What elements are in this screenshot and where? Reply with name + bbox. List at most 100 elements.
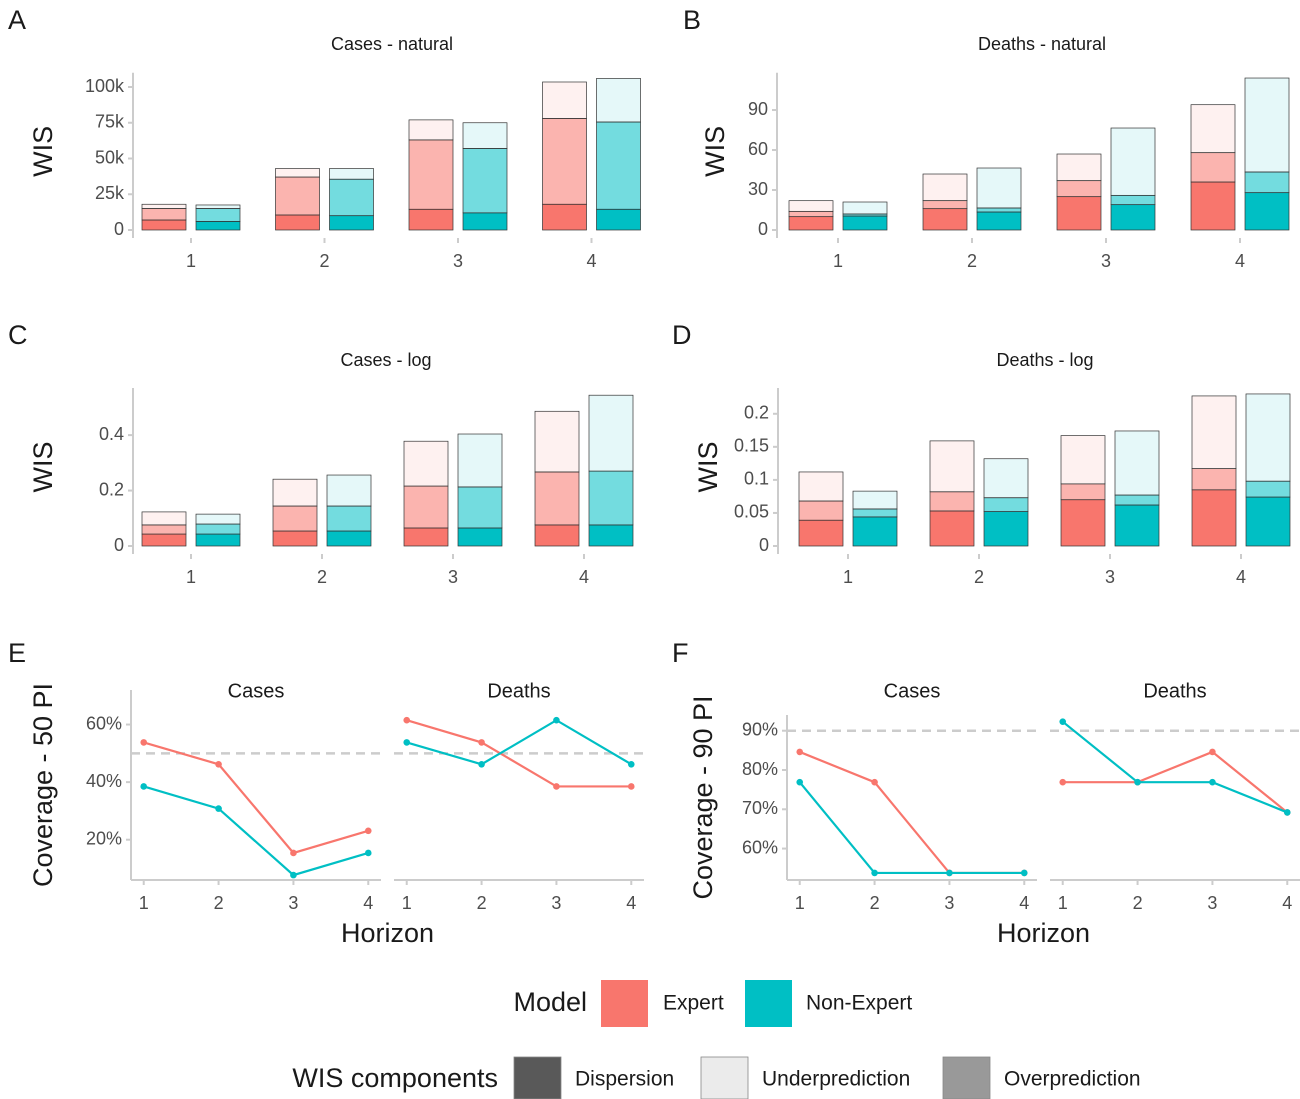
- bar-segment: [588, 524, 634, 547]
- facet-title: Deaths: [487, 680, 550, 702]
- x-tick-label: 1: [402, 893, 412, 913]
- bar-segment: [1060, 499, 1106, 547]
- x-tick-label: 3: [1101, 251, 1111, 271]
- facet-title: Deaths: [1143, 680, 1206, 702]
- bar-segment: [141, 524, 187, 535]
- point: [364, 827, 372, 835]
- y-axis-title: WIS: [693, 442, 723, 493]
- x-tick-label: 2: [214, 893, 224, 913]
- point: [140, 739, 148, 746]
- point: [871, 778, 878, 786]
- bar-segment: [542, 118, 587, 205]
- bar-segment: [1110, 194, 1156, 206]
- legend-title: Model: [513, 987, 587, 1017]
- x-tick-label: 2: [477, 893, 487, 913]
- y-axis-title: WIS: [28, 442, 58, 493]
- line: [143, 785, 369, 877]
- bar-segment: [542, 81, 587, 119]
- line: [1062, 720, 1288, 814]
- x-axis-title: Horizon: [997, 918, 1090, 948]
- x-axis-title: Horizon: [341, 918, 434, 948]
- y-tick-label: 0.05: [734, 502, 769, 522]
- x-tick-label: 4: [363, 893, 373, 913]
- bar-segment: [596, 208, 641, 231]
- bar-segment: [1114, 430, 1160, 496]
- point: [140, 783, 148, 790]
- x-tick-label: 2: [319, 251, 329, 271]
- bar-segment: [922, 200, 968, 210]
- bar-segment: [922, 173, 968, 202]
- bar-segment: [141, 511, 187, 526]
- bar-segment: [326, 530, 372, 547]
- bar-segment: [195, 208, 241, 222]
- y-axis-title: WIS: [28, 126, 58, 177]
- bar-segment: [1244, 77, 1290, 173]
- panel-label: C: [8, 320, 28, 350]
- point: [403, 739, 411, 746]
- x-tick-label: 3: [448, 567, 458, 587]
- bar-segment: [1191, 395, 1237, 470]
- line: [1062, 750, 1288, 814]
- point: [553, 783, 560, 790]
- bar-segment: [1110, 127, 1156, 196]
- bar-segment: [141, 203, 187, 209]
- bar-segment: [534, 471, 580, 526]
- bar-segment: [596, 78, 641, 123]
- bar-segment: [457, 486, 503, 529]
- bar-segment: [326, 505, 372, 532]
- y-axis-title: WIS: [700, 126, 730, 177]
- bar-segment: [788, 200, 834, 212]
- bar-segment: [272, 530, 318, 547]
- bar-segment: [275, 168, 320, 178]
- y-axis-title: Coverage - 50 PI: [28, 683, 58, 887]
- bar-segment: [195, 533, 241, 547]
- bar-segment: [1244, 171, 1290, 194]
- x-tick-label: 1: [843, 567, 853, 587]
- bar-segment: [534, 524, 580, 547]
- bar-segment: [195, 204, 241, 209]
- bar-segment: [329, 178, 374, 217]
- bar-segment: [1190, 104, 1236, 154]
- bar-segment: [976, 207, 1022, 213]
- point: [403, 716, 411, 724]
- y-axis-title: Coverage - 90 PI: [688, 695, 718, 899]
- facet-title: Cases: [884, 680, 941, 702]
- legend-label: Non-Expert: [806, 992, 912, 1015]
- panel-label: A: [8, 5, 26, 35]
- bar-segment: [1190, 181, 1236, 231]
- y-tick-label: 100k: [85, 76, 125, 96]
- y-tick-label: 0.2: [99, 479, 124, 499]
- point: [553, 716, 560, 724]
- bar-segment: [852, 490, 898, 510]
- y-tick-label: 70%: [742, 798, 778, 818]
- bar-segment: [542, 203, 587, 231]
- bar-segment: [1245, 393, 1291, 482]
- bar-segment: [1114, 494, 1160, 506]
- y-tick-label: 60: [748, 139, 768, 159]
- panel-label: B: [683, 5, 701, 35]
- x-tick-label: 3: [944, 893, 954, 913]
- x-tick-label: 2: [317, 567, 327, 587]
- bar-segment: [457, 527, 503, 547]
- y-tick-label: 0: [759, 535, 769, 555]
- point: [796, 748, 804, 756]
- point: [946, 869, 953, 877]
- bar-segment: [596, 121, 641, 210]
- legend-label: Overprediction: [1004, 1068, 1141, 1091]
- bar-segment: [788, 216, 834, 231]
- point: [290, 849, 297, 857]
- y-tick-label: 0: [114, 535, 124, 555]
- bar-segment: [195, 523, 241, 535]
- point: [871, 869, 878, 877]
- bar-segment: [976, 167, 1022, 209]
- bar-segment: [462, 212, 508, 231]
- bar-segment: [976, 211, 1022, 231]
- legend-swatch: [745, 980, 792, 1027]
- bar-segment: [788, 210, 834, 218]
- x-tick-label: 1: [186, 567, 196, 587]
- bar-segment: [408, 208, 454, 231]
- y-tick-label: 0: [758, 219, 768, 239]
- bar-segment: [329, 215, 374, 231]
- bar-segment: [798, 500, 844, 521]
